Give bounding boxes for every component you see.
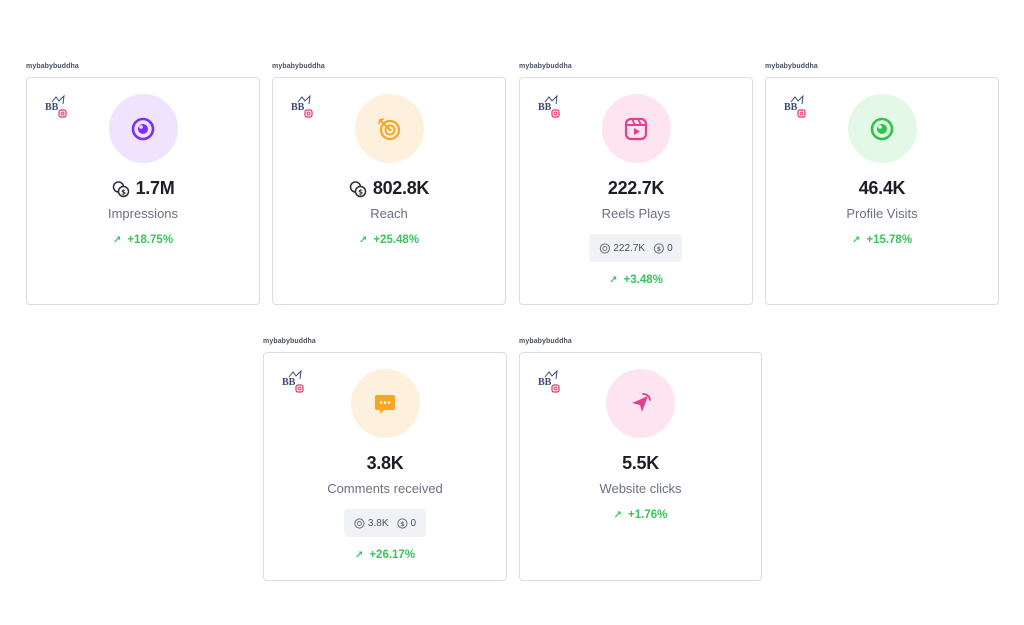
brand-logo-icon: BB (282, 370, 304, 393)
reels-play-icon (624, 117, 648, 140)
paid-breakdown: $ 0 (396, 517, 417, 529)
account-label: mybabybuddha (26, 63, 79, 70)
organic-value: 3.8K (367, 517, 389, 529)
website-clicks-card[interactable]: BB 5.5K Website clicks ↗ +1.76% (519, 352, 762, 581)
profile-label: Profile Visits (846, 206, 918, 221)
account-label: mybabybuddha (519, 63, 572, 70)
comments-card[interactable]: BB 3.8K Comments received 3.8K (263, 352, 507, 581)
profile-change: ↗ +15.78% (766, 234, 998, 246)
impressions-label: Impressions (107, 206, 179, 221)
website-metric-row: 5.5K (520, 453, 761, 474)
trend-up-arrow-icon: ↗ (851, 234, 861, 246)
trend-up-arrow-icon: ↗ (358, 234, 368, 246)
profile-visit-icon (870, 117, 894, 140)
account-label: mybabybuddha (519, 338, 572, 345)
impressions-change-value: +18.75% (127, 234, 174, 246)
profile-icon-circle (847, 94, 917, 163)
brand-logo-icon: BB (784, 95, 806, 118)
reach-value: 802.8K (372, 178, 430, 198)
impressions-metric-row: $ 1.7M (27, 178, 259, 199)
account-label: mybabybuddha (272, 63, 325, 70)
reach-icon-circle (354, 94, 424, 163)
organic-coin-icon (354, 517, 365, 529)
svg-text:$: $ (121, 188, 126, 196)
website-change: ↗ +1.76% (520, 509, 761, 521)
paid-coin-icon: $ (653, 242, 664, 254)
comments-label: Comments received (327, 481, 443, 496)
paid-value: 0 (410, 517, 417, 529)
comments-change-value: +26.17% (369, 549, 416, 561)
eye-icon (131, 117, 155, 140)
impressions-change: ↗ +18.75% (27, 234, 259, 246)
svg-text:BB: BB (282, 377, 296, 388)
comments-metric-row: 3.8K (264, 453, 506, 474)
website-change-value: +1.76% (628, 509, 668, 521)
reach-metric-row: $ 802.8K (273, 178, 505, 199)
target-icon (378, 117, 401, 140)
comments-change: ↗ +26.17% (264, 549, 506, 561)
organic-value: 222.7K (613, 242, 646, 254)
organic-coin-icon (599, 242, 610, 254)
trend-up-arrow-icon: ↗ (613, 509, 623, 521)
website-label: Website clicks (599, 481, 682, 496)
paid-breakdown: $ 0 (653, 243, 673, 254)
account-label: mybabybuddha (765, 63, 818, 70)
website-value: 5.5K (622, 453, 659, 473)
brand-logo-icon: BB (45, 95, 67, 118)
reach-label: Reach (370, 206, 408, 221)
profile-visits-card[interactable]: BB 46.4K Profile Visits ↗ +15.78% (765, 77, 999, 305)
reels-label: Reels Plays (601, 206, 671, 221)
reels-change-value: +3.48% (623, 274, 663, 286)
trend-up-arrow-icon: ↗ (354, 549, 364, 561)
coins-icon: $ (349, 180, 367, 197)
comment-icon (375, 394, 395, 414)
brand-logo-icon: BB (291, 95, 313, 118)
profile-metric-row: 46.4K (766, 178, 998, 199)
trend-up-arrow-icon: ↗ (609, 274, 618, 286)
impressions-card[interactable]: BB $ 1.7M Impressions ↗ +18.75% (26, 77, 260, 305)
organic-breakdown: 222.7K (599, 243, 645, 254)
profile-change-value: +15.78% (866, 234, 913, 246)
reach-change-value: +25.48% (373, 234, 420, 246)
profile-value: 46.4K (858, 178, 906, 198)
impressions-value: 1.7M (135, 178, 175, 198)
account-label: mybabybuddha (263, 338, 316, 345)
reels-breakdown: 222.7K $ 0 (589, 234, 683, 262)
svg-text:BB: BB (45, 102, 59, 113)
svg-text:BB: BB (784, 102, 798, 113)
reels-plays-card[interactable]: BB 222.7K Reels Plays 222 (519, 77, 753, 305)
organic-breakdown: 3.8K (354, 518, 389, 529)
reels-icon-circle (601, 94, 671, 163)
svg-text:$: $ (400, 519, 405, 527)
reach-card[interactable]: BB $ 802.8K Reach ↗ +25.48% (272, 77, 506, 305)
svg-text:$: $ (656, 244, 661, 252)
svg-text:BB: BB (538, 377, 552, 388)
comments-breakdown: 3.8K $ 0 (343, 509, 427, 537)
svg-text:$: $ (358, 188, 363, 196)
comments-icon-circle (350, 369, 420, 438)
coins-icon: $ (112, 180, 129, 197)
comments-value: 3.8K (366, 453, 404, 473)
brand-logo-icon: BB (538, 370, 560, 393)
svg-text:BB: BB (538, 102, 552, 113)
reels-value: 222.7K (607, 178, 665, 198)
website-icon-circle (606, 369, 675, 438)
paid-coin-icon: $ (396, 517, 408, 529)
svg-text:BB: BB (291, 102, 305, 113)
paid-value: 0 (667, 242, 673, 254)
reels-change: ↗ +3.48% (520, 274, 752, 286)
brand-logo-icon: BB (538, 95, 560, 118)
reels-metric-row: 222.7K (520, 178, 752, 199)
reach-change: ↗ +25.48% (273, 234, 505, 246)
impressions-icon-circle (108, 94, 178, 163)
cursor-click-icon (631, 392, 651, 412)
trend-up-arrow-icon: ↗ (112, 234, 122, 246)
